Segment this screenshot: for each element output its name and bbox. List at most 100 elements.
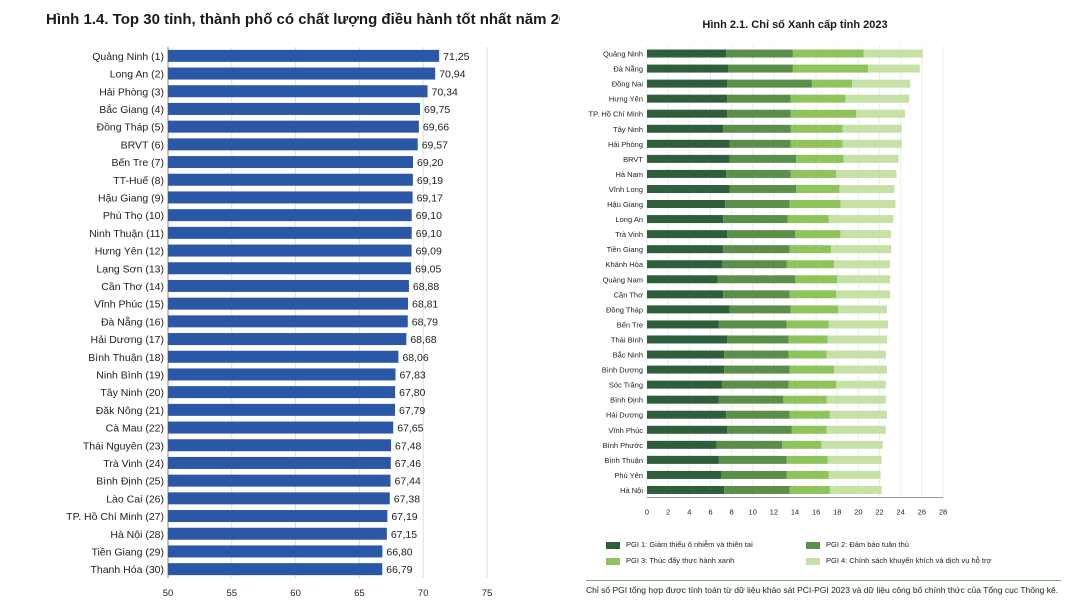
chart2-segment-pgi3 [788, 350, 827, 359]
chart1-category-label: Hậu Giang (9) [98, 192, 164, 204]
chart2-segment-pgi2 [724, 485, 790, 494]
chart1-x-tick: 75 [482, 588, 493, 599]
chart2-segment-pgi4 [856, 109, 905, 118]
chart2-segment-pgi2 [722, 380, 789, 389]
chart2-segment-pgi3 [786, 260, 835, 269]
chart2-segment-pgi1 [647, 485, 725, 494]
chart2-segment-pgi1 [647, 260, 723, 269]
chart2-segment-pgi2 [723, 245, 790, 254]
chart1-category-label: Ninh Bình (19) [96, 369, 164, 381]
chart2-segment-pgi1 [647, 395, 719, 404]
chart1-category-label: Bắc Giang (4) [99, 103, 164, 116]
chart2-segment-pgi4 [834, 260, 891, 269]
chart1-value-label: 66,79 [386, 564, 412, 576]
chart2-segment-pgi1 [647, 124, 724, 133]
chart2-segment-pgi4 [826, 350, 886, 359]
chart1-value-label: 68,79 [412, 316, 438, 328]
chart2-segment-pgi1 [647, 455, 719, 464]
chart2-segment-pgi3 [789, 245, 831, 254]
chart2-category-label: Quảng Ninh [603, 50, 643, 59]
chart1-category-label: Quảng Ninh (1) [92, 51, 164, 63]
chart2-category-label: Thái Bình [611, 335, 643, 344]
footnote-divider [586, 580, 1061, 581]
chart2-segment-pgi3 [786, 455, 828, 464]
chart1-category-label: Hải Dương (17) [91, 334, 164, 346]
chart2-segment-pgi3 [790, 169, 837, 178]
chart1-value-label: 67,38 [394, 493, 420, 505]
chart1-category-label: Phú Thọ (10) [103, 210, 164, 222]
chart2-segment-pgi3 [782, 440, 822, 449]
chart2-category-label: Hải Dương [606, 411, 643, 420]
legend-swatch-pgi4 [806, 557, 820, 565]
chart2-segment-pgi3 [786, 320, 829, 329]
chart2-segment-pgi4 [842, 139, 902, 148]
chart2-segment-pgi2 [716, 440, 783, 449]
chart2-segment-pgi1 [647, 245, 724, 254]
chart2-segment-pgi4 [834, 365, 887, 374]
chart2-x-tick: 4 [687, 508, 691, 517]
chart2-segment-pgi3 [789, 365, 835, 374]
chart1-value-label: 67,79 [399, 405, 425, 417]
chart1-bar [168, 545, 383, 558]
chart2-segment-pgi4 [842, 124, 902, 133]
chart2-segment-pgi3 [786, 470, 829, 479]
chart1-category-label: Hà Nội (28) [110, 529, 164, 541]
chart2-segment-pgi3 [811, 79, 853, 88]
chart2-segment-pgi4 [828, 470, 881, 479]
legend-label-pgi2: PGI 2: Đảm bảo tuân thủ [826, 540, 909, 549]
chart2-category-label: Hải Phòng [608, 140, 643, 149]
chart2-x-tick: 20 [854, 508, 862, 517]
chart2-category-label: Vĩnh Long [609, 185, 643, 194]
chart2-segment-pgi2 [718, 320, 787, 329]
chart1-bar [168, 209, 412, 222]
chart2-category-label: Cần Thơ [614, 290, 643, 299]
chart1-value-label: 68,81 [412, 299, 438, 311]
chart1-bar [168, 527, 387, 540]
chart2-segment-pgi3 [791, 425, 827, 434]
chart2-x-tick: 6 [708, 508, 712, 517]
chart2-segment-pgi1 [647, 410, 727, 419]
chart2-segment-pgi4 [829, 485, 882, 494]
chart2-category-label: BRVT [623, 155, 643, 164]
chart1-value-label: 68,88 [413, 281, 439, 293]
chart2-category-label: Hà Nội [620, 486, 643, 495]
chart1-bar [168, 49, 440, 62]
chart2-x-tick: 22 [875, 508, 883, 517]
chart2-category-label: Đồng Nai [612, 80, 644, 89]
chart2-segment-pgi3 [792, 64, 868, 73]
chart1-bar [168, 350, 399, 363]
chart2-segment-pgi3 [783, 395, 827, 404]
chart1-category-label: Đồng Tháp (5) [96, 122, 164, 134]
chart1-category-label: Bến Tre (7) [111, 157, 164, 169]
chart1-x-tick: 50 [163, 588, 174, 599]
chart2-segment-pgi2 [723, 215, 788, 224]
chart1-category-label: Cà Mau (22) [106, 423, 164, 435]
chart1-category-label: Long An (2) [110, 69, 164, 81]
chart2-segment-pgi2 [718, 455, 787, 464]
chart2-segment-pgi2 [722, 260, 787, 269]
chart2-segment-pgi2 [721, 470, 787, 479]
chart1-category-label: Thái Nguyên (23) [83, 440, 164, 452]
chart2-category-label: Long An [615, 215, 643, 224]
chart2-category-label: Bắc Ninh [613, 351, 643, 360]
chart1-category-label: Bình Thuận (18) [88, 352, 164, 364]
chart1-value-label: 67,65 [397, 423, 423, 435]
chart1-value-label: 68,68 [410, 334, 436, 346]
chart2-segment-pgi1 [647, 230, 728, 239]
chart2-segment-pgi2 [723, 124, 791, 133]
chart1-category-label: Trà Vinh (24) [103, 458, 164, 470]
chart2-category-label: Sóc Trăng [609, 381, 643, 390]
chart1-bar [168, 191, 413, 204]
chart2-x-tick: 8 [729, 508, 733, 517]
chart2-segment-pgi1 [647, 215, 724, 224]
chart1-category-label: Bình Định (25) [96, 476, 164, 488]
chart1-bar [168, 244, 412, 257]
chart1-bar [168, 315, 408, 328]
chart1-bar [168, 156, 413, 169]
chart1-category-label: Hưng Yên (12) [95, 246, 164, 258]
chart2-x-tick: 12 [770, 508, 778, 517]
chart-top30-governance: Hình 1.4. Top 30 tỉnh, thành phố có chất… [46, 11, 560, 599]
chart2-segment-pgi4 [836, 380, 886, 389]
chart1-value-label: 69,10 [416, 210, 442, 222]
chart2-x-tick: 2 [666, 508, 670, 517]
